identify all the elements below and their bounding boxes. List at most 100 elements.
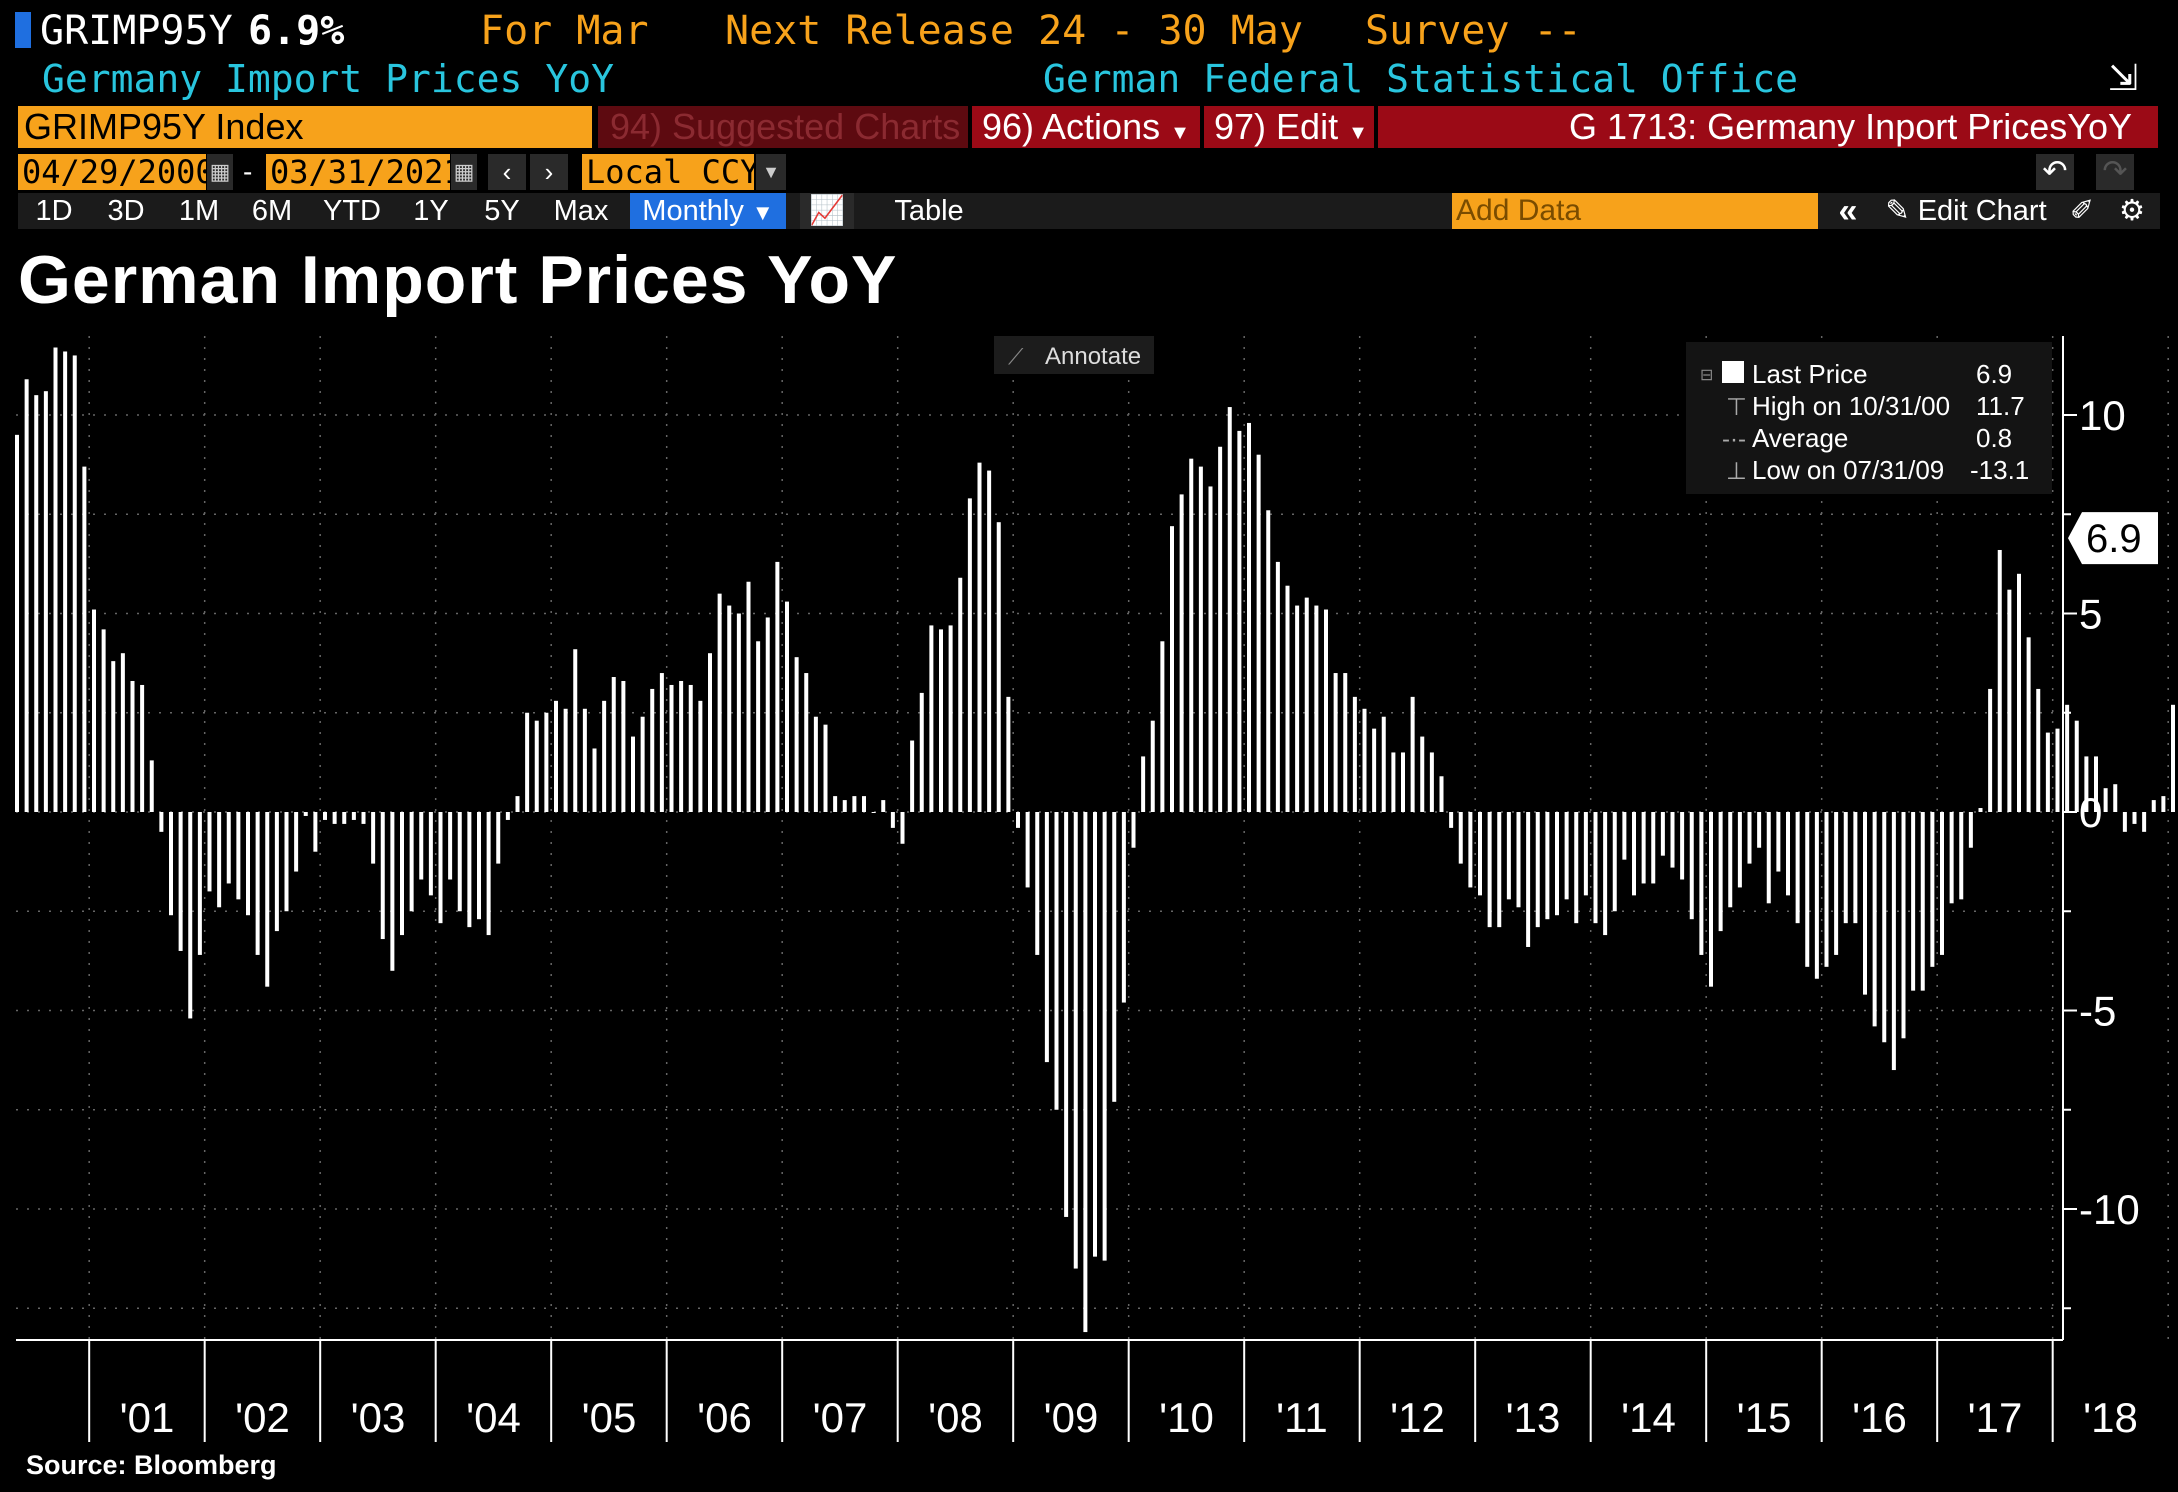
bar — [1901, 812, 1906, 1039]
bar — [794, 657, 799, 812]
bar — [1073, 812, 1078, 1269]
bar — [246, 812, 250, 916]
bar — [1747, 812, 1752, 864]
start-date-field[interactable]: 04/29/2000 — [18, 154, 215, 190]
end-calendar-icon[interactable]: ▦ — [451, 154, 477, 190]
add-data-input[interactable]: Add Data — [1452, 193, 1818, 229]
y-tick-label: -5 — [2079, 988, 2116, 1035]
bar — [92, 609, 96, 812]
bar — [1381, 716, 1386, 812]
actions-number: 96) — [982, 106, 1035, 147]
bar — [1670, 812, 1675, 868]
bar — [1420, 736, 1425, 812]
bar — [1333, 673, 1338, 812]
bar — [63, 351, 68, 812]
bar — [332, 812, 337, 824]
bar — [1044, 812, 1049, 1063]
last-value: 6.9% — [248, 8, 345, 54]
currency-chevron-icon[interactable]: ▼ — [756, 154, 786, 190]
bar — [544, 712, 549, 812]
bar — [188, 812, 193, 1019]
annotate-button[interactable]: ⟋ Annotate — [994, 336, 1154, 374]
legend-collapse-icon[interactable]: ⊟ — [1700, 367, 1713, 384]
bar — [1160, 641, 1165, 812]
bar — [708, 653, 712, 812]
axes: '01 '02 '03 '04 '05 '06 '07 '08 '09 '10 '11 '12 '13 '… — [16, 336, 2140, 1442]
bar — [1940, 812, 1944, 955]
survey-label: Survey -- — [1365, 8, 1582, 54]
bar — [1603, 812, 1608, 936]
settings-gear-icon[interactable]: ⚙ — [2112, 193, 2152, 229]
end-date-field[interactable]: 03/31/2021 — [266, 154, 463, 190]
bar — [2171, 704, 2175, 812]
bar — [477, 812, 481, 920]
next-release: Next Release 24 - 30 May — [725, 8, 1303, 54]
bar — [746, 581, 751, 812]
redo-icon[interactable]: ↷ — [2096, 154, 2134, 190]
bar — [1449, 812, 1454, 828]
x-tick-label: '12 — [1390, 1394, 1445, 1441]
bar — [939, 629, 943, 812]
timeframe-1y[interactable]: 1Y — [398, 193, 464, 229]
edit-box-icon[interactable]: ✐ — [2062, 193, 2102, 229]
table-button[interactable]: Table — [862, 193, 996, 229]
actions-button[interactable]: 96) Actions ▼ — [972, 106, 1200, 148]
bar — [1025, 812, 1030, 888]
bar — [804, 673, 809, 812]
next-period-icon[interactable]: › — [530, 154, 568, 190]
frequency-select[interactable]: Monthly ▼ — [630, 193, 786, 229]
bar — [602, 700, 607, 812]
bar — [967, 498, 972, 812]
edit-chart-button[interactable]: ✎ Edit Chart — [1878, 193, 2054, 229]
timeframe-1d[interactable]: 1D — [22, 193, 86, 229]
ticker-marker — [15, 12, 31, 48]
bar — [611, 677, 616, 812]
bar — [1997, 549, 2002, 812]
bar — [2055, 728, 2060, 812]
popout-icon[interactable]: ⇲ — [2108, 57, 2139, 98]
legend-low-label: Low on 07/31/09 — [1752, 455, 1944, 485]
bar — [380, 812, 385, 940]
chart-type-icon[interactable]: 📈 — [800, 193, 854, 229]
undo-icon[interactable]: ↶ — [2036, 154, 2074, 190]
bar — [1805, 812, 1810, 967]
series-description: Germany Import Prices YoY — [42, 57, 614, 101]
currency-select[interactable]: Local CCY — [582, 154, 759, 190]
timeframe-max[interactable]: Max — [540, 193, 622, 229]
bar — [111, 661, 116, 812]
edit-button[interactable]: 97) Edit ▼ — [1204, 106, 1374, 148]
bar — [1083, 812, 1088, 1333]
start-calendar-icon[interactable]: ▦ — [207, 154, 233, 190]
bar — [563, 708, 568, 812]
bar — [2132, 812, 2137, 824]
security-field[interactable]: GRIMP95Y Index — [18, 106, 592, 148]
bar — [1314, 605, 1319, 812]
bar — [621, 680, 626, 812]
bar — [852, 796, 857, 812]
previous-period-icon[interactable]: ‹ — [488, 154, 526, 190]
suggested-charts-button[interactable]: 94) Suggested Charts — [598, 106, 968, 148]
collapse-icon[interactable]: « — [1826, 193, 1870, 229]
timeframe-5y[interactable]: 5Y — [470, 193, 534, 229]
y-tick-label: -10 — [2079, 1186, 2140, 1233]
bar — [1641, 812, 1646, 884]
edit-number: 97) — [1214, 106, 1267, 147]
timeframe-3d[interactable]: 3D — [92, 193, 160, 229]
last-value-tag: 6.9 — [2068, 512, 2158, 565]
bar — [120, 653, 125, 812]
bar — [217, 812, 222, 908]
bar — [582, 708, 587, 812]
ticker-symbol[interactable]: GRIMP95Y — [40, 8, 233, 54]
bar — [1911, 812, 1916, 991]
timeframe-6m[interactable]: 6M — [238, 193, 306, 229]
bar — [1497, 812, 1502, 928]
timeframe-ytd[interactable]: YTD — [312, 193, 392, 229]
bar — [881, 800, 886, 812]
bar — [1121, 812, 1126, 1003]
bar — [2065, 704, 2070, 812]
bar — [1968, 812, 1973, 848]
bar — [130, 680, 135, 812]
timeframe-1m[interactable]: 1M — [166, 193, 232, 229]
bar — [1853, 812, 1858, 924]
bar — [1766, 812, 1771, 904]
